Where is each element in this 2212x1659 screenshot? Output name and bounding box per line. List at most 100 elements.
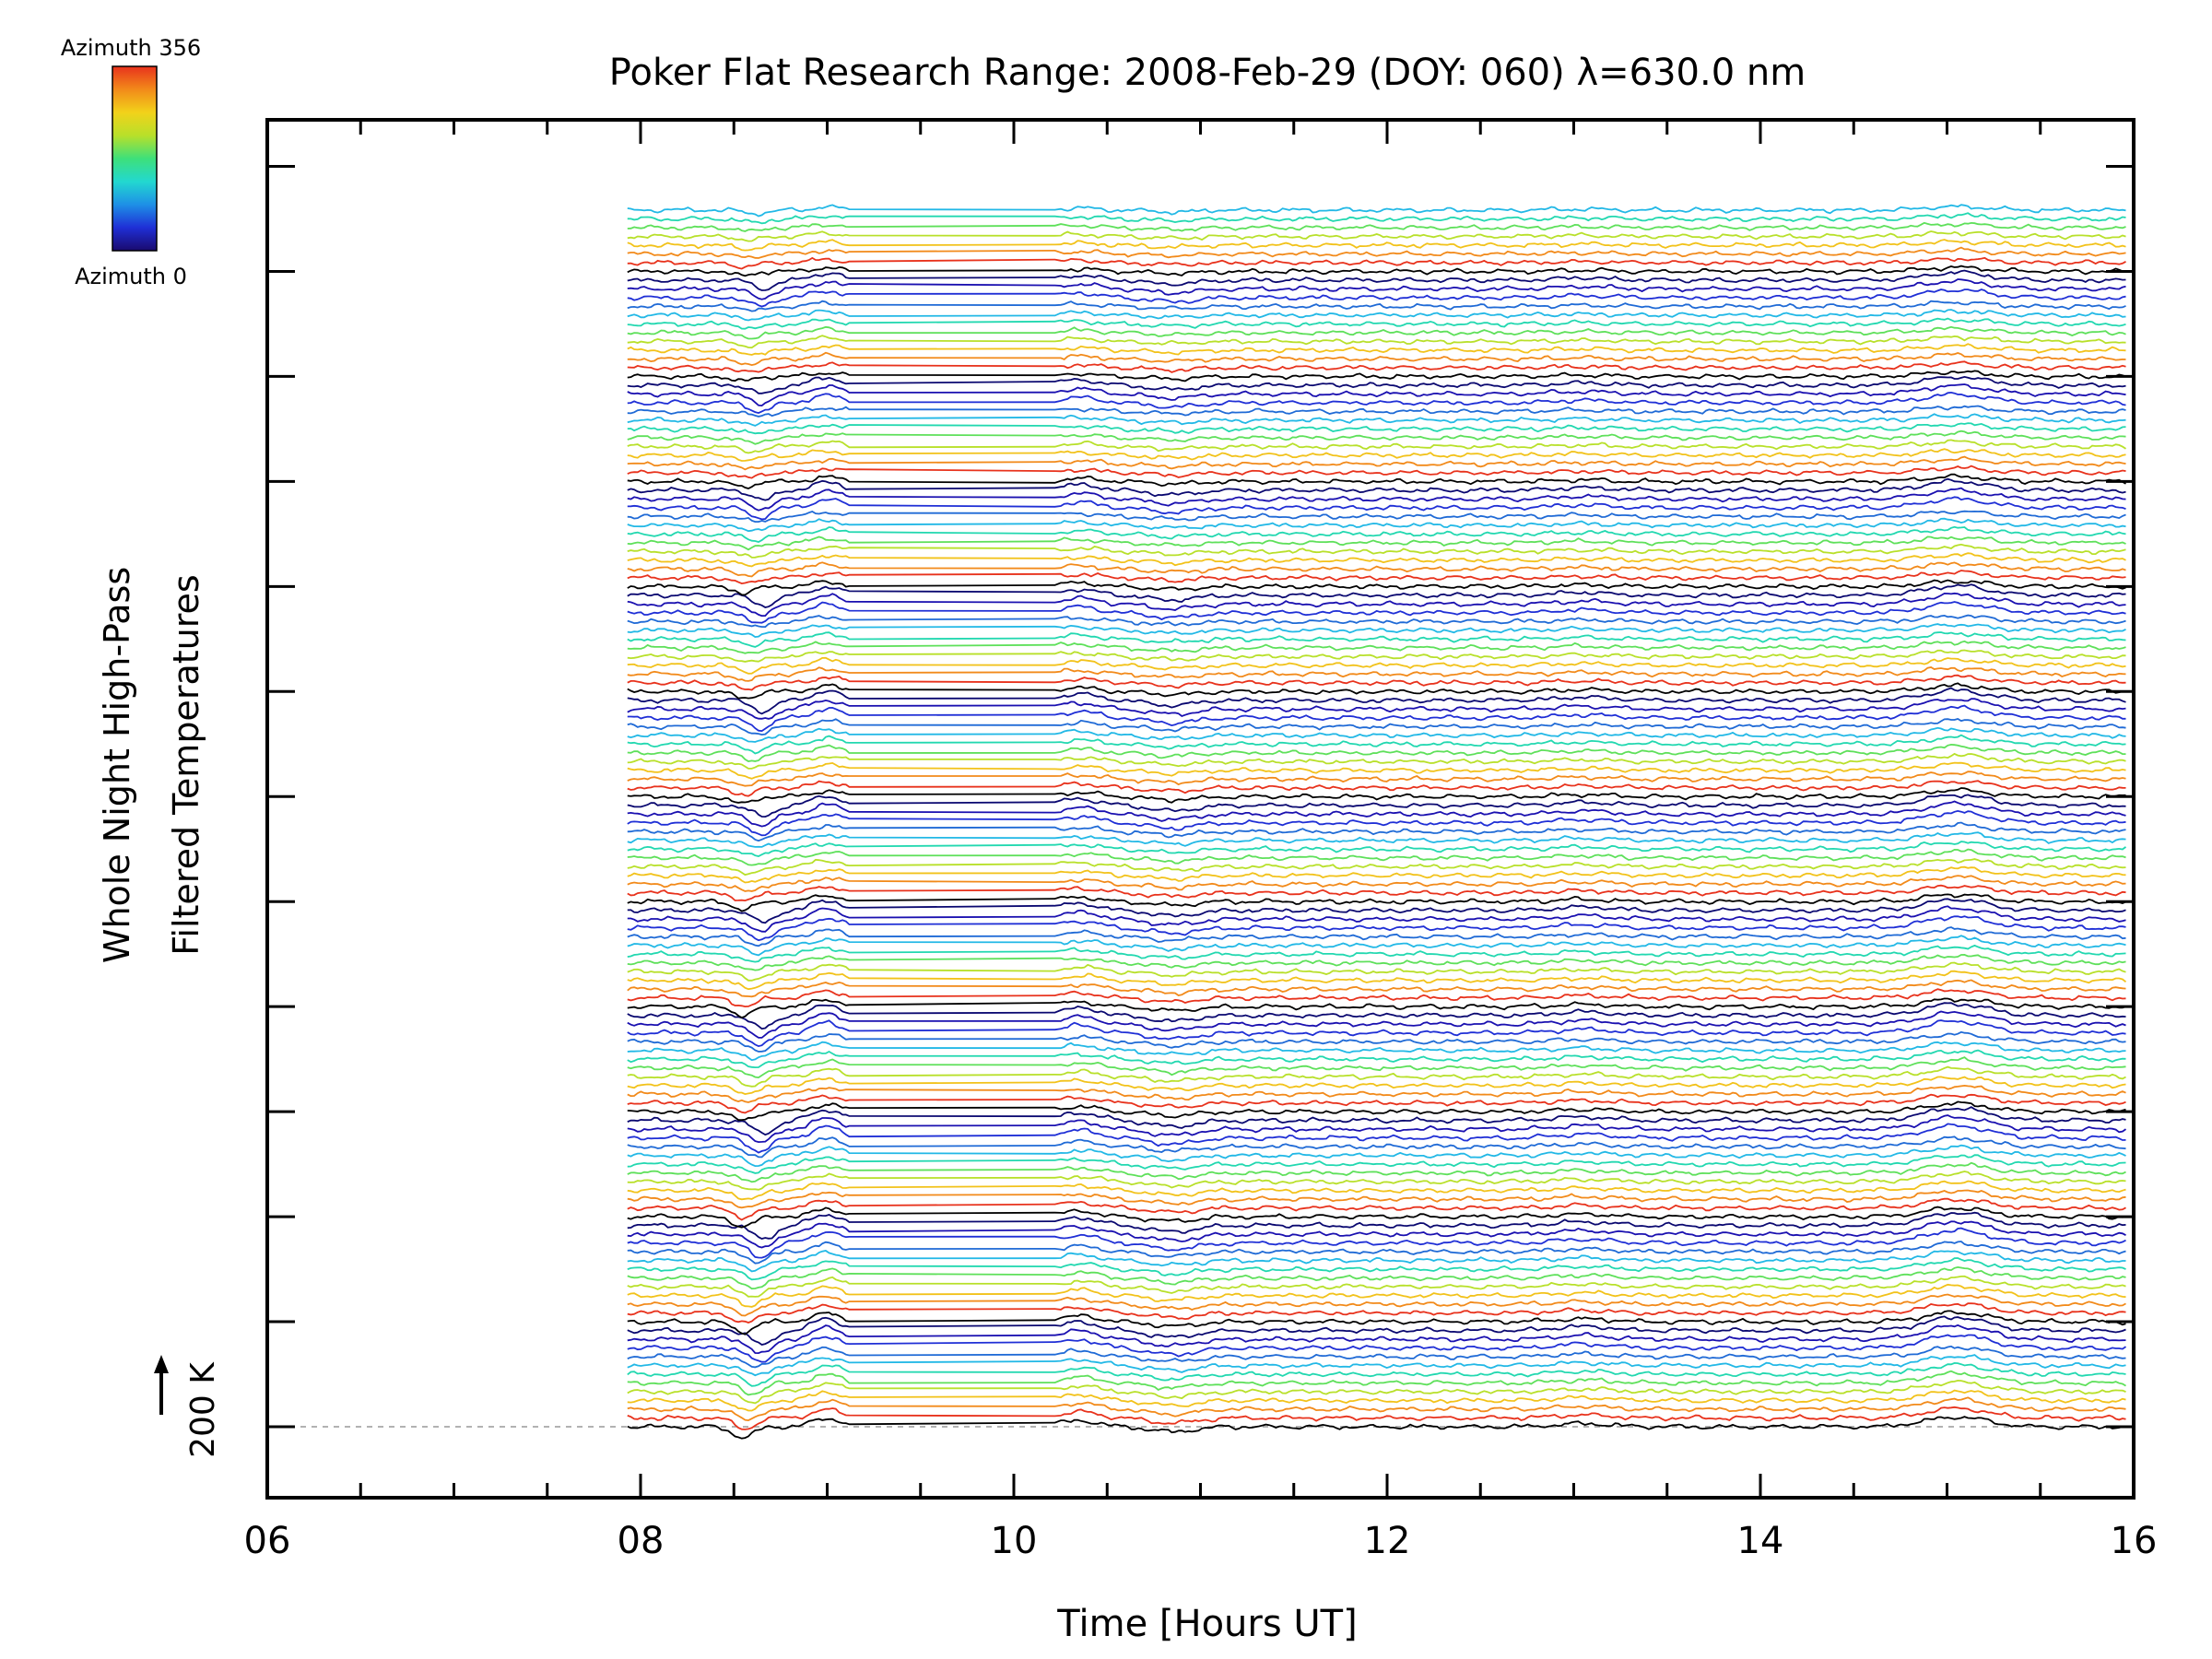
- y-axis-label-line2: Filtered Temperatures: [166, 574, 206, 955]
- trace-line: [627, 212, 2126, 225]
- trace-line: [627, 204, 2126, 218]
- trace-line: [627, 1211, 2126, 1240]
- trace-line: [627, 1416, 2126, 1440]
- trace-line: [627, 525, 2126, 543]
- trace-line: [627, 1135, 2126, 1159]
- trace-line: [627, 1049, 2126, 1069]
- trace-line: [627, 300, 2126, 312]
- trace-line: [627, 1161, 2126, 1183]
- trace-line: [627, 269, 2126, 291]
- trace-line: [627, 674, 2126, 691]
- trace-line: [627, 1361, 2126, 1387]
- trace-line: [627, 944, 2126, 963]
- trace-line: [627, 1324, 2126, 1355]
- scale-bar-label: 200 K: [184, 1361, 222, 1458]
- trace-line: [627, 1250, 2126, 1273]
- trace-line: [627, 1227, 2126, 1259]
- trace-line: [627, 1334, 2127, 1363]
- trace-line: [627, 915, 2126, 942]
- traces: [267, 204, 2134, 1440]
- trace-line: [627, 221, 2126, 232]
- trace-line: [627, 1114, 2127, 1144]
- trace-line: [627, 278, 2126, 300]
- trace-line: [627, 1189, 2126, 1209]
- trace-line: [627, 601, 2126, 624]
- trace-line: [627, 640, 2126, 654]
- trace-line: [627, 1370, 2126, 1396]
- trace-line: [627, 487, 2126, 512]
- trace-line: [627, 246, 2126, 259]
- trace-line: [627, 1154, 2126, 1174]
- trace-line: [627, 988, 2126, 1008]
- chart-title: Poker Flat Research Range: 2008-Feb-29 (…: [609, 52, 1806, 94]
- trace-line: [627, 718, 2126, 736]
- trace-line: [627, 429, 2126, 445]
- trace-line: [627, 1106, 2126, 1136]
- trace-line: [627, 1056, 2126, 1079]
- trace-line: [627, 422, 2126, 435]
- trace-line: [627, 794, 2126, 818]
- trace-line: [627, 309, 2126, 322]
- trace-line: [627, 375, 2126, 394]
- trace-line: [627, 623, 2126, 639]
- trace-line: [627, 1241, 2126, 1265]
- x-tick-label: 10: [991, 1520, 1038, 1562]
- trace-line: [627, 875, 2126, 892]
- trace-line: [627, 631, 2126, 648]
- trace-line: [627, 893, 2126, 912]
- trace-line: [627, 343, 2126, 356]
- trace-line: [627, 761, 2126, 780]
- trace-line: [627, 543, 2126, 559]
- trace-line: [627, 666, 2126, 682]
- trace-line: [627, 682, 2126, 700]
- trace-line: [627, 656, 2126, 675]
- trace-line: [627, 1406, 2126, 1430]
- trace-line: [627, 517, 2126, 533]
- trace-line: [627, 1171, 2126, 1191]
- trace-line: [627, 1220, 2126, 1249]
- trace-line: [627, 1197, 2126, 1221]
- trace-line: [627, 579, 2126, 596]
- trace-line: [627, 288, 2126, 308]
- x-axis-label: Time [Hours UT]: [1056, 1603, 1357, 1645]
- trace-line: [627, 809, 2126, 837]
- trace-line: [627, 1065, 2126, 1088]
- trace-line: [627, 1275, 2126, 1298]
- trace-line: [627, 465, 2126, 479]
- trace-line: [627, 1002, 2126, 1030]
- x-tick-label: 14: [1737, 1520, 1784, 1562]
- trace-line: [627, 552, 2126, 568]
- trace-line: [627, 841, 2127, 857]
- trace-line: [627, 351, 2126, 367]
- trace-line: [627, 413, 2126, 427]
- trace-line: [627, 325, 2126, 340]
- trace-line: [627, 865, 2126, 884]
- x-tick-label: 08: [618, 1520, 665, 1562]
- y-axis-label-line1: Whole Night High-Pass: [97, 567, 137, 963]
- trace-line: [627, 726, 2126, 743]
- trace-line: [627, 583, 2126, 608]
- trace-line: [627, 448, 2126, 462]
- trace-line: [627, 360, 2126, 373]
- trace-line: [627, 1389, 2126, 1412]
- colorbar: [112, 65, 158, 252]
- trace-line: [627, 979, 2126, 998]
- trace-line: [627, 771, 2126, 787]
- trace-line: [627, 383, 2126, 407]
- trace-line: [627, 743, 2126, 762]
- trace-line: [627, 1257, 2126, 1281]
- trace-line: [627, 256, 2126, 270]
- trace-line: [627, 1354, 2126, 1377]
- trace-line: [627, 473, 2126, 489]
- trace-line: [627, 649, 2126, 663]
- trace-line: [627, 734, 2126, 755]
- trace-line: [627, 1293, 2126, 1317]
- trace-line: [627, 831, 2126, 848]
- trace-line: [627, 405, 2126, 418]
- trace-line: [627, 1100, 2126, 1121]
- trace-line: [627, 821, 2126, 842]
- trace-line: [627, 898, 2126, 924]
- trace-line: [627, 370, 2126, 382]
- trace-line: [627, 1019, 2126, 1048]
